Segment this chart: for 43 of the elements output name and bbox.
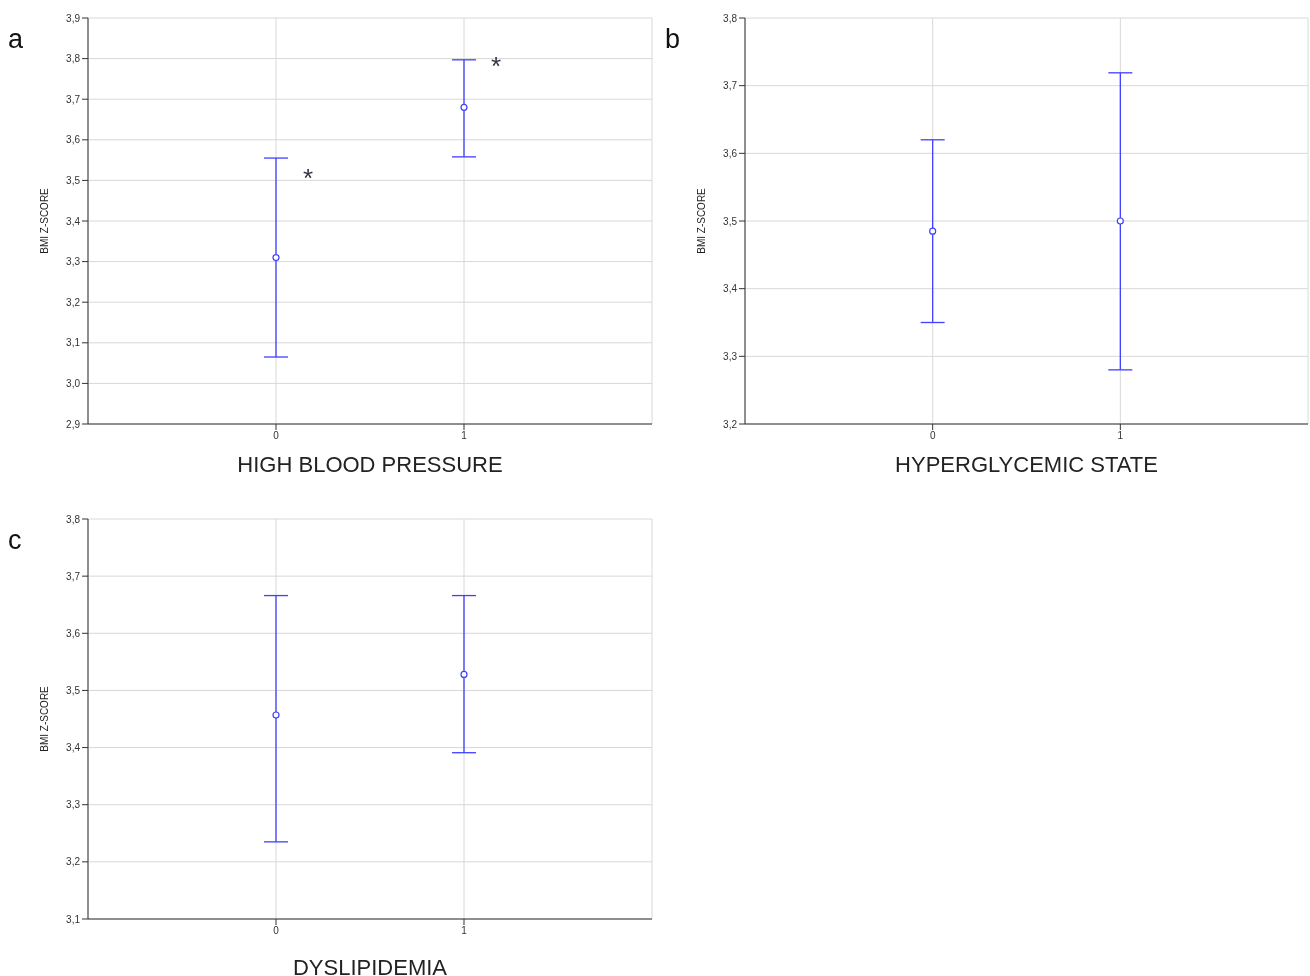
x-axis-title: HYPERGLYCEMIC STATE — [895, 452, 1158, 477]
y-tick-label: 3,7 — [66, 93, 81, 105]
x-axis-title: HIGH BLOOD PRESSURE — [237, 452, 503, 477]
x-tick-label: 0 — [273, 925, 280, 937]
y-tick-label: 3,6 — [66, 134, 81, 146]
y-tick-label: 3,1 — [66, 913, 81, 925]
y-tick-label: 3,3 — [723, 350, 738, 362]
x-tick-label: 0 — [929, 430, 936, 442]
y-tick-label: 3,4 — [723, 283, 738, 295]
x-tick-label: 0 — [273, 430, 280, 442]
chart-title: c — [8, 525, 22, 555]
y-tick-label: 3,0 — [66, 377, 81, 389]
y-tick-label: 3,8 — [66, 53, 81, 65]
y-tick-label: 3,6 — [723, 147, 738, 159]
y-tick-label: 3,3 — [66, 799, 81, 811]
y-axis-title: BMI Z-SCORE — [38, 685, 50, 752]
y-tick-label: 3,4 — [66, 742, 81, 754]
y-tick-label: 3,5 — [723, 215, 738, 227]
chart-title: a — [8, 24, 24, 54]
x-tick-label: 1 — [461, 925, 468, 937]
y-tick-label: 3,2 — [723, 418, 738, 430]
y-tick-label: 3,5 — [66, 684, 81, 696]
y-tick-label: 3,5 — [66, 174, 81, 186]
y-tick-label: 3,2 — [66, 856, 81, 868]
y-axis-title: BMI Z-SCORE — [695, 187, 707, 254]
x-axis-title: DYSLIPIDEMIA — [292, 955, 448, 976]
x-tick-label: 1 — [461, 430, 468, 442]
y-tick-label: 3,8 — [723, 12, 738, 24]
y-tick-label: 3,4 — [66, 215, 81, 227]
y-axis-title: BMI Z-SCORE — [38, 187, 50, 254]
y-tick-label: 3,6 — [66, 627, 81, 639]
chart-title: b — [665, 24, 681, 54]
y-tick-label: 3,7 — [66, 570, 81, 582]
y-tick-label: 2,9 — [66, 418, 81, 430]
y-tick-label: 3,3 — [66, 256, 81, 268]
y-tick-label: 3,7 — [723, 80, 738, 92]
y-tick-label: 3,8 — [66, 513, 81, 525]
annotation: * — [303, 163, 314, 194]
annotation: * — [491, 51, 502, 82]
y-tick-label: 3,1 — [66, 337, 81, 349]
y-tick-label: 3,2 — [66, 296, 81, 308]
y-tick-label: 3,9 — [66, 12, 81, 24]
x-tick-label: 1 — [1117, 430, 1124, 442]
